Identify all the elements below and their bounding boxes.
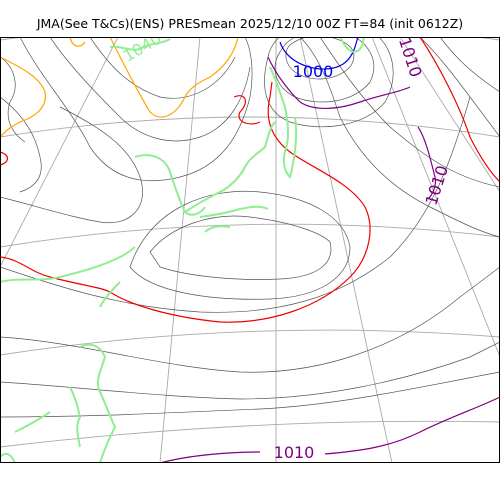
isobar-1010 [159,451,261,463]
isobar-1030 [0,56,47,138]
coastline [199,205,269,218]
isobar [0,341,500,400]
isobar-1000 [279,37,359,70]
isobar [264,37,394,128]
isobar [439,37,500,93]
isobars-1010 [159,56,500,463]
isobar [274,37,375,103]
isobar-1010 [417,126,437,200]
pressure-map: 1000 1010 1010 1010 1040 [0,37,500,463]
isobar [0,96,471,313]
isobar-1010 [267,56,411,110]
coastline [204,225,231,233]
contour-labels: 1000 1010 1010 1010 1040 [120,37,452,462]
isobars-1030 [0,37,239,138]
isobar [89,37,236,99]
isobar-1010 [324,396,500,455]
isobar [149,215,332,280]
isobar-1030 [109,37,239,118]
isobar [19,37,253,182]
isobar [0,266,500,373]
coastlines [0,37,366,463]
coastline [79,343,117,463]
isobar [419,37,500,138]
label-1010-ne: 1010 [395,37,426,80]
coastline [0,246,136,283]
isobar [0,56,26,143]
isobar [0,106,143,224]
coastline [0,452,16,463]
label-1010-e: 1010 [421,163,452,208]
label-1010-s: 1010 [274,443,315,462]
label-1000: 1000 [293,62,334,81]
map-title: JMA(See T&Cs)(ENS) PRESmean 2025/12/10 0… [36,16,464,31]
isobar [285,37,355,80]
isobar-1020 [419,37,500,183]
isobar-1020 [0,81,371,323]
isobar [129,190,351,300]
coastline [109,38,171,51]
meridian-line [159,37,201,463]
isobar [49,37,251,142]
isobars-1020 [0,37,500,323]
coastline [99,281,121,308]
map-frame: 1000 1010 1010 1010 1040 [0,37,500,463]
coastline [269,66,298,179]
isobars-minor [0,37,500,418]
label-1040: 1040 [120,37,165,66]
isobar [299,37,500,238]
coastline [184,121,276,213]
isobar-1020 [233,95,261,125]
meridian-line [299,37,393,463]
parallel-line [0,329,500,356]
meridian-line [399,37,500,193]
parallel-line [0,116,500,138]
meridian-line [0,37,119,268]
isobar-1030 [69,37,86,47]
coastline [14,411,51,433]
parallel-line [0,223,500,248]
coastline [69,386,82,448]
meridian-line [371,37,500,358]
coastline [339,37,366,53]
parallel-line [0,420,500,448]
isobar-1020 [0,151,9,166]
isobar [0,371,500,418]
coastline [134,154,206,216]
isobar [0,96,42,193]
